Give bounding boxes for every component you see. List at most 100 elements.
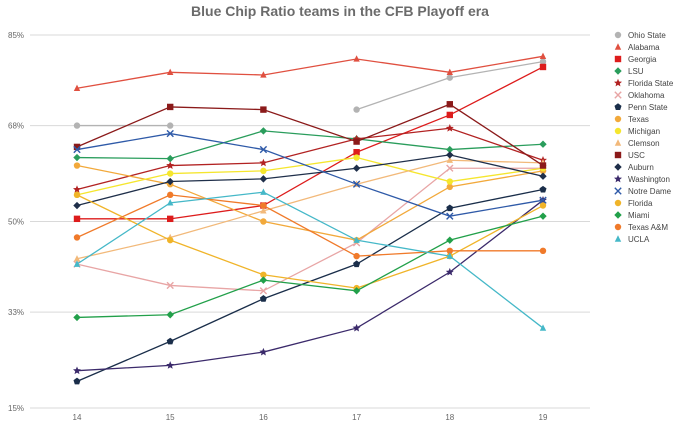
legend: Ohio State Alabama Georgia LSU Florida State… (614, 31, 674, 244)
data-point (539, 185, 547, 193)
series (73, 154, 547, 199)
data-point (259, 127, 268, 135)
data-point (166, 161, 175, 169)
legend-item: Texas A&M (614, 223, 668, 232)
legend-label: Texas A&M (628, 223, 668, 232)
data-point (167, 236, 174, 244)
legend-marker (614, 91, 622, 99)
legend-marker (614, 43, 622, 50)
legend-marker (614, 151, 622, 159)
data-point (352, 164, 361, 172)
y-tick-label: 85% (8, 31, 24, 40)
data-point (353, 260, 361, 268)
series-line (76, 130, 544, 160)
legend-item: Clemson (614, 139, 660, 148)
data-point (73, 313, 81, 322)
legend-label: Georgia (628, 55, 657, 64)
y-tick-label: 50% (8, 218, 24, 227)
data-point (446, 151, 454, 159)
legend-item: LSU (614, 67, 644, 76)
legend-marker (614, 115, 622, 123)
data-point (446, 212, 454, 220)
legend-item: Washington (614, 174, 670, 184)
legend-item: Michigan (614, 127, 660, 136)
series (73, 191, 547, 292)
legend-label: Penn State (628, 103, 668, 112)
data-point (167, 199, 174, 206)
series-line (76, 132, 544, 217)
data-point (73, 366, 81, 375)
data-point (259, 175, 268, 183)
series-line (76, 199, 544, 372)
legend-marker (614, 211, 622, 219)
series (73, 52, 547, 91)
x-tick-label: 15 (166, 413, 175, 422)
data-point (166, 337, 174, 345)
data-point (539, 247, 547, 255)
data-point (446, 145, 454, 154)
data-point (73, 153, 81, 162)
data-point (446, 178, 453, 185)
series (73, 63, 547, 223)
data-point (73, 201, 81, 210)
series (73, 127, 547, 163)
data-point (352, 180, 361, 188)
legend-marker (614, 139, 622, 146)
x-tick-label: 14 (73, 413, 82, 422)
data-point (259, 295, 267, 302)
series (73, 188, 547, 331)
series-line (77, 66, 544, 220)
data-point (166, 154, 174, 163)
data-point (73, 255, 81, 262)
data-point (73, 215, 81, 223)
series (73, 164, 547, 295)
data-point (446, 156, 453, 163)
legend-item: Penn State (614, 103, 668, 112)
data-point (353, 55, 360, 62)
data-point (445, 267, 454, 276)
series-line (76, 103, 544, 167)
legend-marker (614, 187, 622, 195)
data-point (260, 167, 267, 175)
legend-marker (614, 223, 622, 231)
legend-marker (614, 235, 622, 242)
series-line (76, 127, 544, 191)
data-point (446, 111, 453, 119)
data-point (167, 191, 174, 199)
data-point (352, 323, 361, 332)
series-line (76, 194, 543, 257)
legend-marker (614, 67, 622, 75)
legend-marker (614, 127, 622, 135)
data-point (259, 287, 268, 295)
series (73, 151, 547, 210)
legend-item: Miami (614, 211, 650, 220)
legend-item: Georgia (614, 55, 657, 64)
data-point (167, 170, 174, 177)
data-point (446, 247, 453, 255)
data-point (446, 183, 453, 191)
data-point (446, 236, 454, 244)
data-point (446, 204, 454, 212)
data-point (260, 202, 267, 209)
x-tick-label: 19 (539, 413, 548, 422)
legend-item: Auburn (614, 163, 654, 172)
data-point (260, 271, 267, 278)
data-point (353, 149, 360, 156)
legend-item: Florida State (614, 78, 674, 88)
series-line (76, 191, 544, 329)
data-point (73, 84, 81, 91)
legend-marker (614, 55, 622, 63)
legend-item: Ohio State (614, 31, 666, 40)
series-line (76, 154, 544, 207)
gridlines (30, 34, 590, 409)
data-point (260, 106, 267, 113)
x-axis-ticks: 14 15 16 17 18 19 (73, 413, 548, 422)
legend-label: Alabama (628, 43, 660, 52)
legend-item: UCLA (614, 235, 650, 244)
legend-label: USC (628, 151, 645, 160)
series (73, 58, 547, 129)
series-line (76, 194, 544, 289)
data-point (73, 377, 81, 385)
data-point (167, 215, 174, 223)
